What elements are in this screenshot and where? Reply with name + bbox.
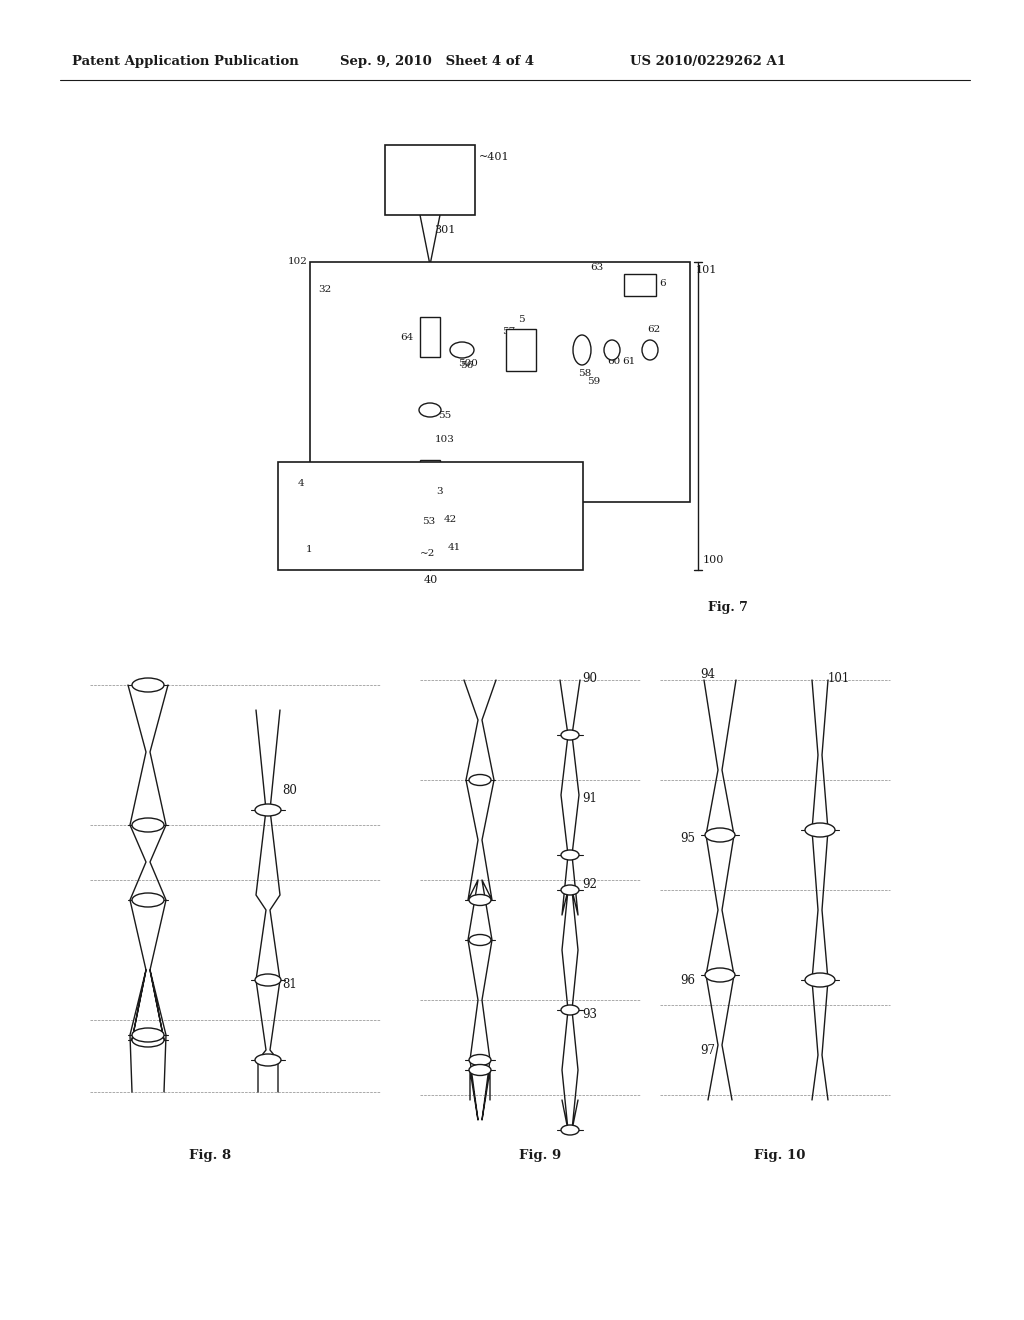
Text: 81: 81 (282, 978, 297, 991)
Text: 4: 4 (298, 479, 304, 488)
Text: 301: 301 (434, 224, 456, 235)
Text: 64: 64 (400, 333, 414, 342)
Text: 41: 41 (449, 544, 461, 553)
Text: 60: 60 (607, 358, 621, 367)
Text: 96: 96 (680, 974, 695, 986)
Ellipse shape (561, 1005, 579, 1015)
Ellipse shape (561, 850, 579, 861)
Ellipse shape (705, 828, 735, 842)
Ellipse shape (561, 1125, 579, 1135)
Text: 101: 101 (828, 672, 850, 685)
Text: 103: 103 (435, 436, 455, 445)
Ellipse shape (561, 730, 579, 741)
Text: 62: 62 (647, 326, 660, 334)
Text: 6: 6 (659, 280, 666, 289)
Ellipse shape (469, 1055, 490, 1065)
Ellipse shape (255, 1053, 281, 1067)
Text: 97: 97 (700, 1044, 715, 1056)
Text: 59: 59 (587, 378, 600, 387)
Text: 94: 94 (700, 668, 715, 681)
Bar (420, 317, 440, 356)
Text: 5: 5 (518, 315, 524, 325)
Ellipse shape (805, 973, 835, 987)
Text: Patent Application Publication: Patent Application Publication (72, 55, 299, 69)
Text: US 2010/0229262 A1: US 2010/0229262 A1 (630, 55, 786, 69)
Ellipse shape (132, 1034, 164, 1047)
Bar (624, 275, 656, 296)
Text: Fig. 9: Fig. 9 (519, 1148, 561, 1162)
Text: Fig. 8: Fig. 8 (189, 1148, 231, 1162)
Text: 54: 54 (442, 466, 456, 474)
Ellipse shape (132, 1028, 164, 1041)
Text: 95: 95 (680, 832, 695, 845)
Text: 42: 42 (444, 516, 458, 524)
Ellipse shape (450, 342, 474, 358)
Ellipse shape (705, 968, 735, 982)
Bar (278, 462, 583, 570)
Text: 61: 61 (622, 358, 635, 367)
Text: Fig. 10: Fig. 10 (755, 1148, 806, 1162)
Text: 100: 100 (703, 554, 724, 565)
Text: Sep. 9, 2010   Sheet 4 of 4: Sep. 9, 2010 Sheet 4 of 4 (340, 55, 535, 69)
Text: 80: 80 (282, 784, 297, 796)
Ellipse shape (469, 775, 490, 785)
Ellipse shape (132, 818, 164, 832)
Text: 101: 101 (696, 265, 718, 275)
Ellipse shape (805, 822, 835, 837)
Text: 57: 57 (502, 327, 515, 337)
Text: 53: 53 (422, 517, 435, 527)
Text: 40: 40 (423, 576, 437, 585)
Bar (506, 329, 536, 371)
Text: 90: 90 (582, 672, 597, 685)
Ellipse shape (255, 974, 281, 986)
Ellipse shape (604, 341, 620, 360)
Text: 58: 58 (578, 370, 591, 379)
Text: 63: 63 (590, 264, 603, 272)
Text: 91: 91 (582, 792, 597, 804)
Bar (420, 459, 440, 480)
Ellipse shape (419, 403, 441, 417)
Ellipse shape (469, 1064, 490, 1076)
Bar (310, 261, 690, 502)
Ellipse shape (469, 895, 490, 906)
Text: 500: 500 (458, 359, 478, 368)
Text: Fig. 7: Fig. 7 (708, 602, 748, 615)
Text: 92: 92 (582, 879, 597, 891)
Bar (385, 145, 475, 215)
Ellipse shape (469, 935, 490, 945)
Text: 93: 93 (582, 1008, 597, 1022)
Ellipse shape (642, 341, 658, 360)
Text: 1: 1 (306, 545, 312, 554)
Text: 102: 102 (288, 257, 308, 267)
Ellipse shape (132, 894, 164, 907)
Text: ~401: ~401 (479, 152, 510, 162)
Ellipse shape (561, 884, 579, 895)
Text: 32: 32 (318, 285, 331, 294)
Text: 3: 3 (436, 487, 442, 496)
Ellipse shape (573, 335, 591, 366)
Text: 56: 56 (460, 362, 473, 371)
Ellipse shape (132, 678, 164, 692)
Text: 55: 55 (438, 412, 452, 421)
Ellipse shape (255, 804, 281, 816)
Text: ~2: ~2 (420, 549, 435, 558)
